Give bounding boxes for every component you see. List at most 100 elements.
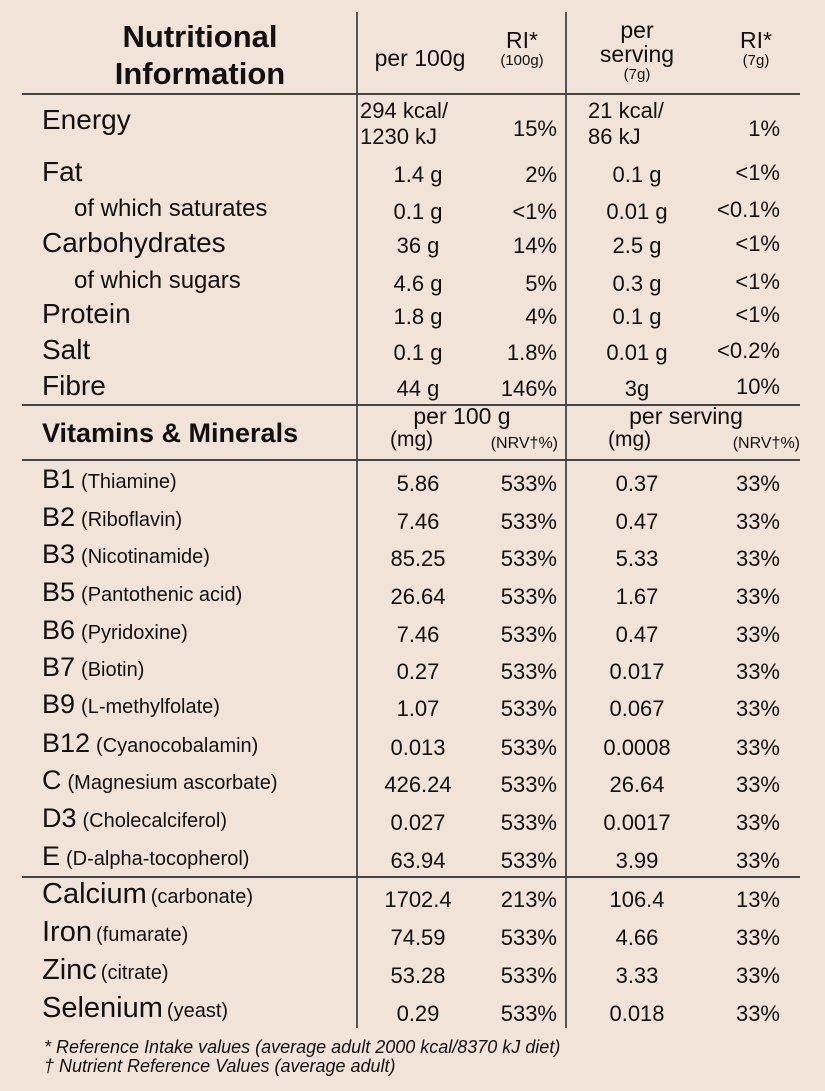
title-line-1: Nutritional	[122, 19, 278, 54]
footnotes: * Reference Intake values (average adult…	[44, 1038, 560, 1076]
per-100g-value: 63.94	[390, 848, 446, 873]
column-divider-right	[565, 12, 567, 1028]
vitamin-source: (Thiamine)	[81, 471, 177, 493]
nrv-serving-value: 33%	[735, 963, 780, 988]
nrv-100g-value: 213%	[500, 887, 557, 912]
per-100g-value: 74.59	[390, 925, 446, 950]
per-100g-value: 1.4 g	[393, 162, 443, 187]
vitamin-source: (L-methylfolate)	[81, 696, 220, 718]
header-per-serving-line2: serving	[599, 41, 675, 67]
mineral-label: Calcium (carbonate)	[42, 878, 253, 911]
vitamin-code: B12	[42, 728, 91, 758]
per-serving-value: 0.017	[609, 659, 665, 684]
vitamin-label: B1 (Thiamine)	[42, 464, 177, 495]
vm-header-per-serving-label: per serving	[629, 403, 743, 429]
ri-100g-value: 1.8%	[506, 340, 557, 365]
vitamin-label: D3 (Cholecalciferol)	[42, 803, 227, 834]
per-100g-value: 1.8 g	[393, 304, 443, 329]
header-ri-serving: RI* (7g)	[712, 28, 800, 69]
nutrient-label: of which sugars	[74, 267, 241, 294]
vitamin-label: B6 (Pyridoxine)	[42, 615, 188, 646]
per-serving-value: 3.33	[615, 963, 659, 988]
per-serving-value: 106.4	[609, 887, 665, 912]
mineral-source: (carbonate)	[150, 886, 254, 908]
per-serving-value: 0.37	[615, 471, 659, 496]
header-ri-sub: (100g)	[500, 52, 544, 69]
vm-header-serving-nrv: (NRV†%)	[732, 435, 800, 452]
per-serving-value: 0.47	[615, 509, 659, 534]
vitamin-code: B6	[42, 615, 76, 645]
per-100g-value: 36 g	[396, 233, 440, 258]
per-100g-value: 1702.4	[384, 887, 452, 912]
per-100g-value: 5.86	[396, 471, 440, 496]
vm-header-per-100g: per 100 g (mg) (NRV†%)	[362, 404, 562, 456]
vitamin-label: B9 (L-methylfolate)	[42, 689, 220, 720]
vitamin-code: B5	[42, 577, 76, 607]
vitamin-label: C (Magnesium ascorbate)	[42, 765, 278, 796]
per-100g-value: 7.46	[396, 509, 440, 534]
ri-100g-value: <1%	[512, 199, 557, 224]
ri-100g-value: 14%	[512, 233, 557, 258]
mineral-name: Selenium	[42, 992, 163, 1024]
nrv-serving-value: 33%	[735, 659, 780, 684]
nutrient-label: of which saturates	[74, 195, 268, 222]
nrv-100g-value: 533%	[500, 1001, 557, 1026]
nrv-serving-value: 33%	[735, 1001, 780, 1026]
mineral-label: Zinc (citrate)	[42, 954, 169, 987]
nrv-100g-value: 533%	[500, 696, 557, 721]
nrv-serving-value: 33%	[735, 546, 780, 571]
ri-serving-value: <1%	[735, 269, 780, 294]
per-serving-value: 2.5 g	[612, 233, 662, 258]
nrv-serving-value: 33%	[735, 735, 780, 760]
vitamin-source: (Pantothenic acid)	[81, 584, 243, 606]
nrv-100g-value: 533%	[500, 772, 557, 797]
nrv-100g-value: 533%	[500, 509, 557, 534]
mineral-label: Selenium (yeast)	[42, 992, 228, 1025]
nrv-serving-value: 33%	[735, 848, 780, 873]
nutrient-label: Fibre	[42, 370, 106, 401]
per-serving-value: 0.018	[609, 1001, 665, 1026]
vitamin-code: B9	[42, 689, 76, 719]
per-serving-value: 5.33	[615, 546, 659, 571]
nutrient-label: Protein	[42, 298, 131, 329]
per-100g-value: 44 g	[396, 376, 440, 401]
header-per-serving-sub: (7g)	[623, 66, 651, 83]
vm-header-per-serving-subrow: (mg) (NRV†%)	[572, 428, 800, 456]
nutrient-label: Energy	[42, 104, 131, 135]
nrv-100g-value: 533%	[500, 622, 557, 647]
vitamins-minerals-title: Vitamins & Minerals	[42, 418, 299, 448]
vitamin-source: (D-alpha-tocopherol)	[66, 848, 250, 870]
ri-serving-value: <1%	[735, 231, 780, 256]
nutrient-label: Fat	[42, 156, 83, 187]
nrv-100g-value: 533%	[500, 810, 557, 835]
nrv-serving-value: 33%	[735, 772, 780, 797]
nutrient-label: Carbohydrates	[42, 227, 226, 258]
per-100g-value: 85.25	[390, 546, 446, 571]
vitamins-header-divider	[22, 459, 800, 461]
title-line-2: Information	[114, 56, 286, 91]
ri-100g-value: 4%	[525, 304, 557, 329]
nrv-serving-value: 33%	[735, 471, 780, 496]
vm-header-per-serving: per serving (mg) (NRV†%)	[572, 404, 800, 456]
header-ri-label: RI*	[506, 27, 538, 53]
per-serving-value: 1.67	[615, 584, 659, 609]
vitamin-label: B7 (Biotin)	[42, 652, 144, 683]
vitamin-code: D3	[42, 803, 77, 833]
header-divider	[22, 93, 800, 95]
ri-serving-value: <1%	[735, 160, 780, 185]
header-per-100g: per 100g	[374, 45, 466, 71]
per-serving-value: 0.47	[615, 622, 659, 647]
vitamin-code: B1	[42, 464, 76, 494]
per-100g-value: 1.07	[396, 696, 440, 721]
nrv-serving-value: 33%	[735, 696, 780, 721]
nrv-serving-value: 33%	[735, 925, 780, 950]
vitamin-source: (Pyridoxine)	[81, 622, 188, 644]
vitamin-source: (Riboflavin)	[81, 509, 183, 531]
ri-100g-value: 2%	[525, 162, 557, 187]
ri-100g-value: 146%	[500, 376, 557, 401]
vm-header-mg: (mg)	[390, 428, 434, 451]
vitamin-code: B3	[42, 539, 76, 569]
per-100g-value: 26.64	[390, 584, 446, 609]
per-100g-value: 0.013	[390, 735, 446, 760]
minerals-divider	[22, 876, 800, 878]
